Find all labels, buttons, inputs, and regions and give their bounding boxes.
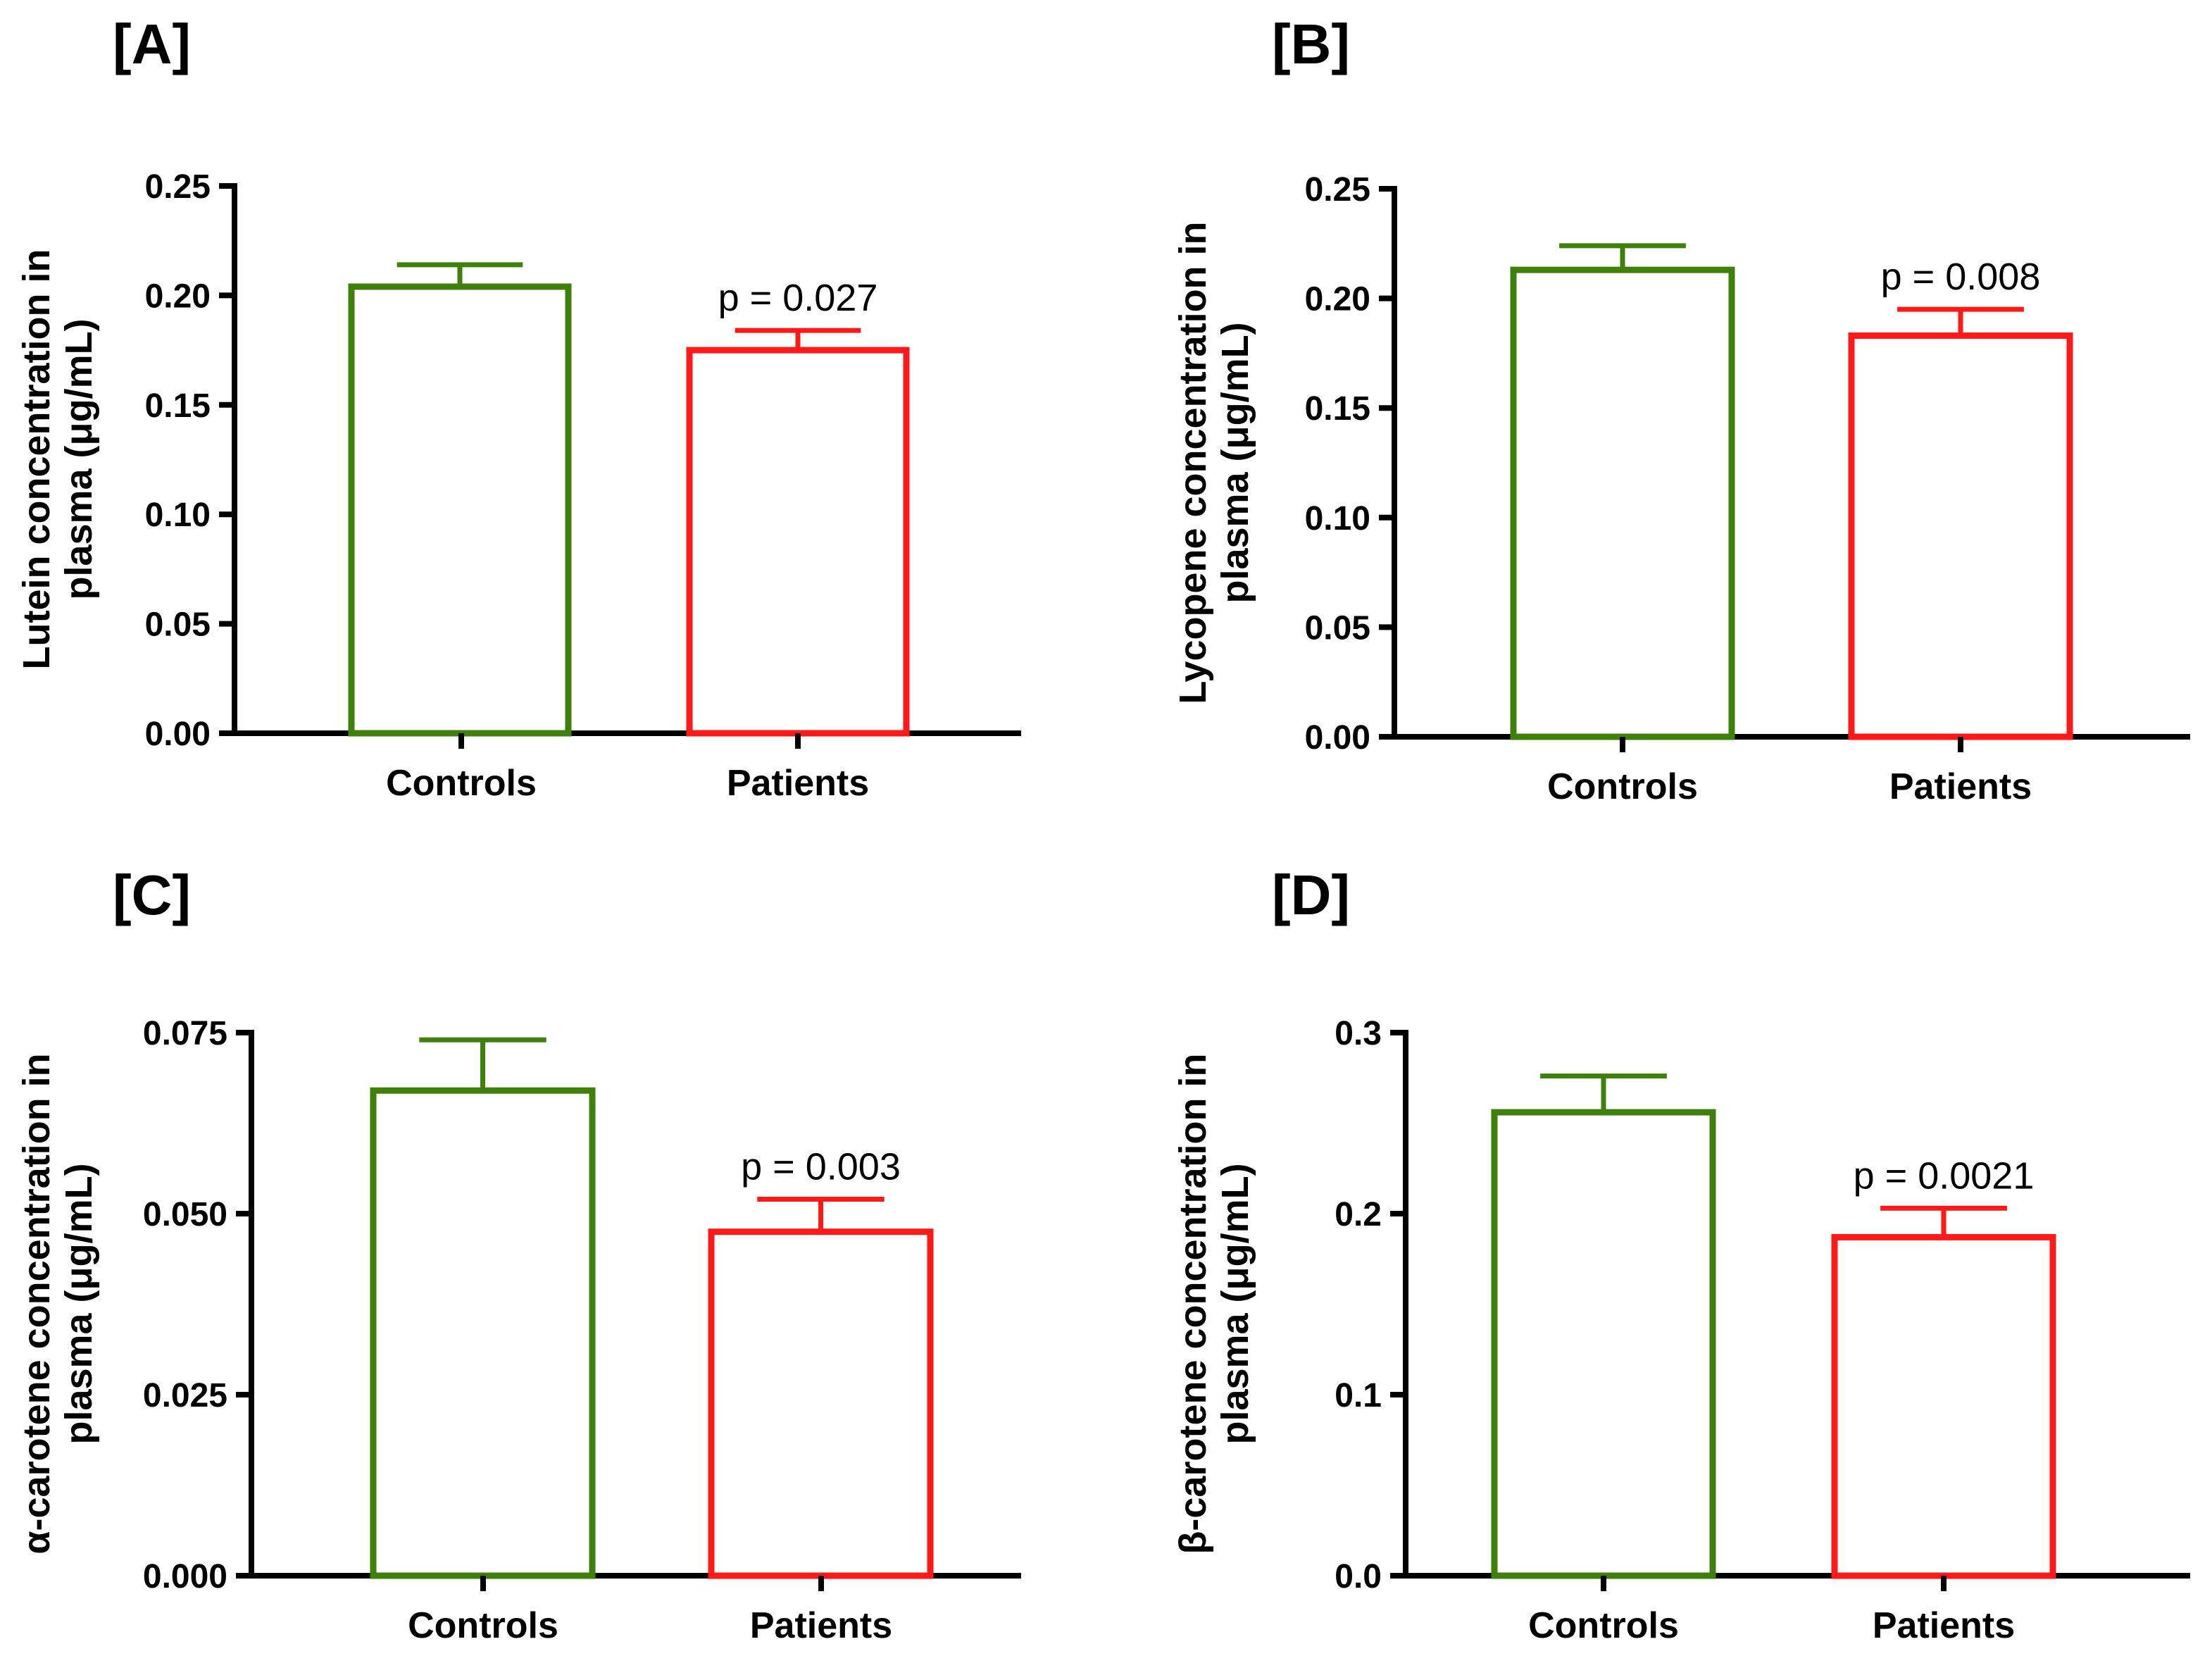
y-tick-label: 0.10: [1305, 500, 1370, 537]
y-axis-title: plasma (μg/mL): [58, 318, 100, 599]
bar-patients: [1848, 332, 2073, 740]
panel-label: [C]: [113, 864, 191, 926]
p-value-annotation: p = 0.0021: [1854, 1154, 2035, 1197]
x-category-label: Patients: [727, 763, 869, 804]
y-tick-label: 0.25: [1305, 171, 1370, 208]
panel-label: [D]: [1272, 864, 1350, 926]
y-tick-label: 0.15: [1305, 390, 1370, 428]
y-axis-title: Lutein concentration in: [15, 249, 58, 669]
p-value-annotation: p = 0.003: [741, 1145, 901, 1188]
y-tick-label: 0.000: [143, 1558, 227, 1595]
panel-label: [B]: [1272, 13, 1350, 75]
y-axis-title: plasma (μg/mL): [58, 1163, 100, 1444]
y-tick-label: 0.00: [1305, 719, 1370, 757]
y-tick-label: 0.3: [1335, 1015, 1382, 1052]
y-tick-label: 0.05: [145, 606, 211, 644]
chart-panel-a: [A] 0.00 0.05 0.10 0.15 0.20 0.25 Lutein concen…: [15, 13, 1021, 804]
bar-controls: [370, 1087, 596, 1579]
y-tick-label: 0.075: [143, 1015, 227, 1052]
y-axis-title: Lycopene concentration in: [1172, 221, 1214, 704]
p-value-annotation: p = 0.008: [1881, 256, 2041, 298]
x-category-label: Controls: [386, 763, 537, 804]
y-axis-title: plasma (μg/mL): [1214, 1163, 1256, 1444]
bar-patients: [708, 1228, 934, 1579]
chart-panel-b: [B] 0.00 0.05 0.10 0.15 0.20 0.25 Lycopene conc…: [1172, 13, 2190, 807]
y-tick-label: 0.2: [1335, 1196, 1382, 1233]
panel-label: [A]: [113, 13, 191, 75]
y-axis-title: α-carotene concentration in: [15, 1053, 58, 1554]
y-tick-label: 0.25: [145, 168, 211, 206]
bar-controls: [1510, 266, 1735, 740]
y-tick-label: 0.15: [145, 387, 211, 425]
y-tick-label: 0.20: [1305, 281, 1370, 318]
x-category-label: Controls: [1528, 1605, 1679, 1646]
x-category-label: Patients: [1873, 1605, 2015, 1646]
y-tick-label: 0.0: [1335, 1558, 1382, 1595]
y-tick-label: 0.050: [143, 1196, 227, 1233]
bar-controls: [348, 283, 572, 737]
bar-patients: [1831, 1233, 2056, 1579]
y-tick-label: 0.1: [1335, 1377, 1382, 1414]
x-category-label: Controls: [408, 1605, 558, 1646]
p-value-annotation: p = 0.027: [718, 277, 878, 319]
x-category-label: Controls: [1547, 766, 1698, 807]
y-tick-label: 0.00: [145, 716, 211, 753]
y-tick-label: 0.20: [145, 278, 211, 315]
x-category-label: Patients: [750, 1605, 892, 1646]
y-tick-label: 0.025: [143, 1377, 227, 1414]
bar-controls: [1491, 1109, 1716, 1579]
y-tick-label: 0.10: [145, 497, 211, 534]
bar-patients: [686, 347, 910, 737]
chart-panel-c: [C] 0.000 0.025 0.050 0.075 α-carotene concen…: [15, 864, 1021, 1646]
y-axis-title: β-carotene concentration in: [1172, 1053, 1214, 1554]
y-axis-title: plasma (μg/mL): [1214, 322, 1256, 603]
chart-panel-d: [D] 0.0 0.1 0.2 0.3 β-carotene concentration …: [1172, 864, 2190, 1646]
x-category-label: Patients: [1889, 766, 2032, 807]
y-tick-label: 0.05: [1305, 609, 1370, 647]
